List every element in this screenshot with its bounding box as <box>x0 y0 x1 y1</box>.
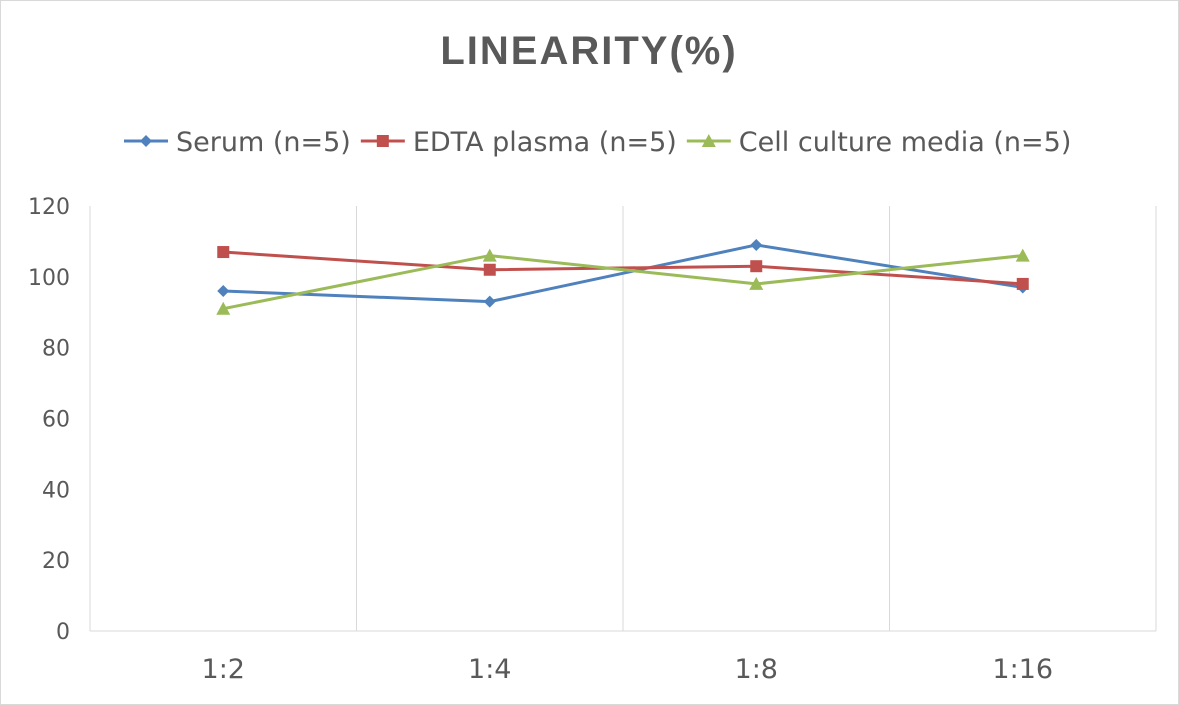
series-line <box>222 254 1023 311</box>
series-triangle <box>216 248 1030 315</box>
y-tick-label: 80 <box>42 337 70 362</box>
legend-marker-diamond <box>140 135 152 147</box>
chart-title: LINEARITY(%) <box>440 29 737 73</box>
legend-label: EDTA plasma (n=5) <box>413 127 677 158</box>
series-line <box>223 243 1023 304</box>
data-point-square <box>750 260 763 273</box>
series-line <box>223 250 1023 286</box>
legend-item: Serum (n=5) <box>124 127 351 158</box>
series-layer <box>216 238 1030 315</box>
y-axis: 0 20 40 60 80 100 120 <box>28 195 70 645</box>
x-tick-label: 1:2 <box>202 654 245 685</box>
legend-item: EDTA plasma (n=5) <box>360 127 677 158</box>
y-tick-label: 20 <box>42 549 70 574</box>
x-tick-label: 1:4 <box>468 654 511 685</box>
data-point-triangle <box>1015 248 1030 262</box>
x-tick-label: 1:8 <box>735 654 778 685</box>
data-point-square <box>1016 277 1029 290</box>
legend-marker-square <box>376 135 389 147</box>
x-axis: 1:2 1:4 1:8 1:16 <box>202 654 1054 685</box>
data-point-square <box>483 263 496 276</box>
data-point-square <box>217 246 230 259</box>
legend-marker-triangle <box>701 134 716 147</box>
y-tick-label: 100 <box>28 266 70 291</box>
legend-item: Cell culture media (n=5) <box>686 127 1072 158</box>
series-diamond <box>217 238 1029 308</box>
data-point-diamond <box>217 285 230 297</box>
data-point-diamond <box>750 238 763 251</box>
legend-label: Cell culture media (n=5) <box>739 127 1072 158</box>
y-tick-label: 60 <box>42 408 70 433</box>
y-tick-label: 0 <box>56 620 70 645</box>
data-point-triangle <box>216 301 231 315</box>
data-point-triangle <box>482 248 497 262</box>
x-tick-label: 1:16 <box>992 654 1053 685</box>
data-point-diamond <box>483 295 496 308</box>
y-tick-label: 40 <box>42 478 70 503</box>
legend: Serum (n=5) EDTA plasma (n=5) Cell culture… <box>124 127 1071 158</box>
gridlines <box>89 206 1157 632</box>
legend-label: Serum (n=5) <box>176 127 351 158</box>
data-point-triangle <box>749 276 764 290</box>
y-tick-label: 120 <box>28 195 70 220</box>
series-square <box>217 246 1029 290</box>
